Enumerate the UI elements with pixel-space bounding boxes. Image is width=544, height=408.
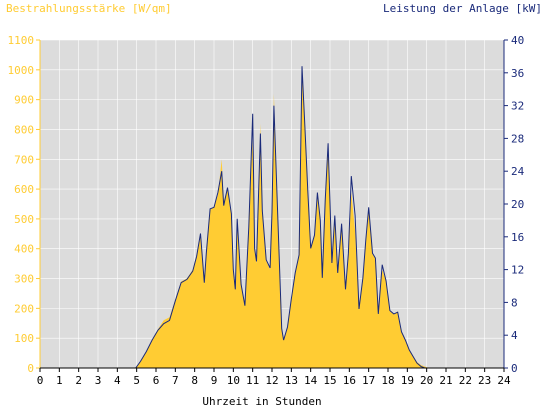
x-tick-label: 19: [401, 374, 414, 387]
right-tick-label: 12: [511, 264, 524, 277]
left-tick-label: 200: [14, 302, 34, 315]
left-tick-labels: 0 100 200 300 400 500 600 700 800 900 1000 1100: [8, 34, 40, 375]
left-tick-label: 700: [14, 153, 34, 166]
left-axis-title: Bestrahlungsstärke [W/qm]: [6, 2, 172, 15]
left-tick-label: 0: [27, 362, 34, 375]
right-tick-label: 0: [511, 362, 518, 375]
x-tick-label: 16: [343, 374, 356, 387]
x-tick-label: 24: [497, 374, 511, 387]
x-tick-label: 11: [246, 374, 259, 387]
x-tick-label: 13: [285, 374, 298, 387]
left-tick-label: 1000: [8, 64, 35, 77]
right-tick-label: 40: [511, 34, 524, 47]
left-tick-label: 400: [14, 243, 34, 256]
right-axis-title: Leistung der Anlage [kW]: [383, 2, 542, 15]
right-tick-labels: 0 4 8 12 16 20 24 28 32 36 40: [504, 34, 525, 375]
right-tick-label: 4: [511, 329, 518, 342]
left-tick-label: 100: [14, 332, 34, 345]
x-tick-label: 7: [172, 374, 179, 387]
power-line: [40, 66, 504, 369]
x-tick-label: 17: [362, 374, 375, 387]
x-tick-label: 10: [227, 374, 240, 387]
right-tick-label: 16: [511, 231, 524, 244]
x-tick-labels: 0 1 2 3 4 5 6 7 8 9 10 11 12 13 14 15 16 17 18 19 20 21 22 23 24: [37, 368, 511, 387]
x-tick-label: 3: [95, 374, 102, 387]
right-tick-label: 32: [511, 100, 524, 113]
x-tick-label: 6: [153, 374, 160, 387]
right-tick-label: 8: [511, 296, 518, 309]
left-tick-label: 300: [14, 273, 34, 286]
right-tick-label: 28: [511, 132, 524, 145]
x-tick-label: 12: [265, 374, 278, 387]
x-tick-label: 9: [211, 374, 218, 387]
right-tick-label: 24: [511, 165, 525, 178]
x-tick-label: 15: [323, 374, 336, 387]
x-tick-label: 2: [75, 374, 82, 387]
x-tick-label: 5: [133, 374, 140, 387]
x-tick-label: 0: [37, 374, 44, 387]
right-tick-label: 20: [511, 198, 524, 211]
x-tick-label: 18: [381, 374, 394, 387]
x-tick-label: 8: [191, 374, 198, 387]
left-tick-label: 600: [14, 183, 34, 196]
x-tick-label: 20: [420, 374, 433, 387]
left-tick-label: 900: [14, 94, 34, 107]
x-tick-label: 4: [114, 374, 121, 387]
right-tick-label: 36: [511, 67, 524, 80]
left-tick-label: 800: [14, 123, 34, 136]
left-tick-label: 500: [14, 213, 34, 226]
x-tick-label: 21: [439, 374, 452, 387]
x-tick-label: 22: [459, 374, 472, 387]
x-tick-label: 23: [478, 374, 491, 387]
left-tick-label: 1100: [8, 34, 35, 47]
x-tick-label: 14: [304, 374, 318, 387]
x-tick-label: 1: [56, 374, 63, 387]
x-axis-title: Uhrzeit in Stunden: [202, 395, 321, 408]
